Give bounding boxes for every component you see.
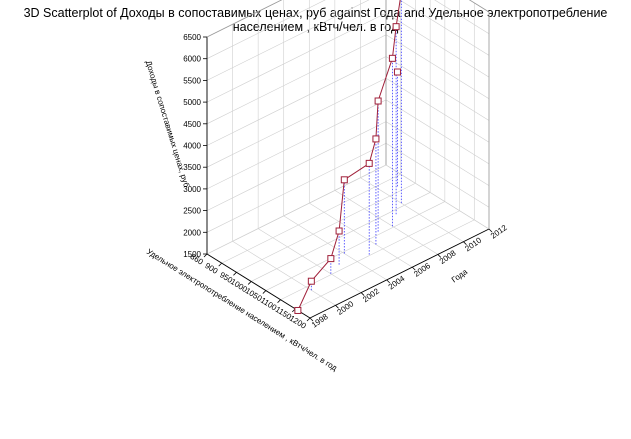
z-tick-label: 3000 xyxy=(183,185,201,194)
x-tick xyxy=(262,290,267,294)
x-axis-label: Удельное электропотребление населением ,… xyxy=(145,247,339,373)
y-tick xyxy=(437,254,442,258)
gridline xyxy=(206,0,370,81)
y-tick-label: 2000 xyxy=(336,299,356,317)
gridline xyxy=(385,56,490,121)
z-tick-label: 4000 xyxy=(183,142,201,151)
gridline xyxy=(280,210,460,300)
data-point xyxy=(365,159,373,167)
y-tick xyxy=(412,266,416,271)
y-tick xyxy=(309,317,314,322)
y-tick-label: 2012 xyxy=(489,223,509,241)
z-tick-label: 4500 xyxy=(183,120,201,129)
z-tick-label: 5500 xyxy=(183,76,201,85)
x-tick xyxy=(233,272,237,276)
x-tick-label: 900 xyxy=(203,261,220,276)
z-tick-label: 2000 xyxy=(183,228,201,237)
data-point xyxy=(294,306,302,314)
gridline xyxy=(206,121,387,211)
data-point xyxy=(388,54,396,62)
y-axis-line xyxy=(309,228,490,319)
z-tick-label: 3500 xyxy=(183,163,201,172)
gridline xyxy=(206,12,387,103)
gridline xyxy=(257,228,362,293)
gridline xyxy=(434,0,490,34)
gridline xyxy=(221,173,401,264)
y-tick xyxy=(335,305,339,309)
y-tick xyxy=(386,279,390,284)
x-tick xyxy=(306,317,311,322)
gridline xyxy=(206,34,387,125)
gridline xyxy=(206,0,326,59)
gridline xyxy=(206,99,387,190)
y-tick-label: 2008 xyxy=(438,248,458,266)
box-edge xyxy=(468,0,490,13)
z-tick-label: 1500 xyxy=(183,250,201,259)
chart-title-line-2: населением , кВтч/чел. в год xyxy=(232,20,399,34)
x-tick xyxy=(247,281,252,285)
gridline xyxy=(385,34,490,100)
y-tick-label: 2010 xyxy=(463,235,483,253)
y-tick-label: 1998 xyxy=(310,312,330,330)
data-point xyxy=(335,227,343,235)
gridline xyxy=(385,77,490,143)
z-tick-label: 6000 xyxy=(183,55,201,64)
x-tick xyxy=(203,253,208,258)
gridline xyxy=(236,183,416,273)
gridline xyxy=(385,121,490,186)
data-point xyxy=(372,135,380,143)
data-point xyxy=(307,277,315,285)
y-tick xyxy=(463,241,467,245)
data-point xyxy=(374,97,382,105)
gridline xyxy=(206,77,387,168)
gridline xyxy=(251,192,431,282)
y-axis-label: Года xyxy=(450,267,470,285)
data-point-outlier xyxy=(393,68,401,76)
data-point xyxy=(392,23,400,31)
y-tick xyxy=(360,292,365,296)
z-tick-label: 2500 xyxy=(183,207,201,216)
box-edge xyxy=(206,0,283,38)
x-tick-label: 860 xyxy=(189,252,206,267)
gridline xyxy=(385,164,490,230)
z-tick-label: 6500 xyxy=(183,33,201,42)
y-tick-label: 2002 xyxy=(361,286,381,304)
gridline xyxy=(283,215,387,281)
gridline xyxy=(399,0,490,56)
gridline xyxy=(334,190,439,255)
gridline xyxy=(232,241,336,306)
z-tick-label: 5000 xyxy=(183,98,201,107)
gridline xyxy=(206,0,283,38)
gridline xyxy=(385,99,490,165)
data-point xyxy=(340,176,348,184)
x-tick xyxy=(218,262,222,267)
y-tick-label: 2006 xyxy=(412,261,432,279)
data-point xyxy=(327,255,335,263)
gridline xyxy=(206,56,387,146)
gridline xyxy=(385,143,490,208)
x-tick xyxy=(277,299,281,303)
y-tick xyxy=(488,228,493,233)
gridline xyxy=(309,202,413,268)
gridline xyxy=(206,143,387,233)
gridline xyxy=(385,12,490,78)
gridline xyxy=(295,219,475,310)
y-tick-label: 2004 xyxy=(387,274,407,292)
gridline xyxy=(265,201,445,291)
x-axis-line xyxy=(206,253,311,319)
gridline xyxy=(360,177,464,242)
gridline xyxy=(206,164,387,255)
